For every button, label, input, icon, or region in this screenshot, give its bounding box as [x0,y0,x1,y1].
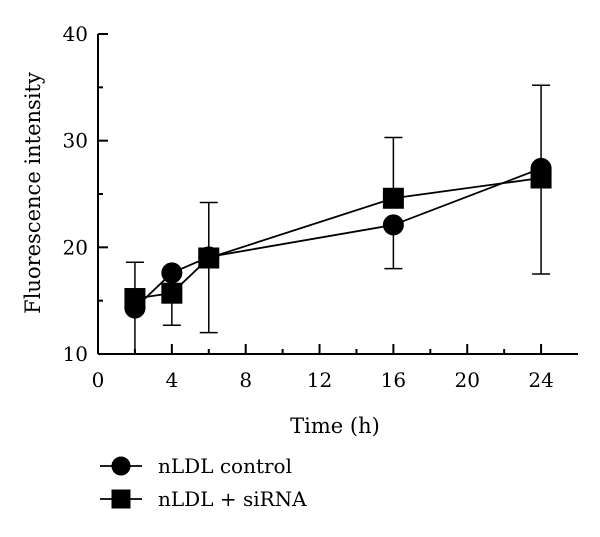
series-line [134,177,542,300]
y-tick-label: 10 [63,342,88,366]
legend-marker-circle [111,456,131,476]
x-tick-label: 0 [92,368,105,392]
legend-label-sirna: nLDL + siRNA [158,487,307,511]
x-tick-label: 20 [455,368,480,392]
series-lines [134,167,542,309]
x-tick-label: 8 [239,368,252,392]
legend: nLDL control nLDL + siRNA [100,454,307,511]
y-tick-label: 30 [63,129,88,153]
data-point-square [530,167,552,189]
error-bars [125,84,551,355]
data-point-circle [382,214,404,236]
data-point-circle [161,262,183,284]
data-point-square [124,288,146,310]
x-tick-label: 16 [381,368,406,392]
x-tick-label: 4 [165,368,178,392]
data-point-square [198,247,220,269]
x-tick-label: 24 [528,368,553,392]
legend-marker-square [111,489,131,509]
data-point-square [161,282,183,304]
series-line [134,167,542,309]
y-tick-label: 40 [63,22,88,46]
y-axis-title: Fluorescence intensity [21,72,45,314]
data-point-square [382,187,404,209]
y-tick-label: 20 [63,235,88,259]
data-markers [124,157,552,319]
x-axis-title: Time (h) [290,414,380,438]
x-tick-label: 12 [307,368,332,392]
legend-label-control: nLDL control [158,454,292,478]
axes: 10 20 30 40 0 4 8 12 16 20 24 [63,22,578,392]
